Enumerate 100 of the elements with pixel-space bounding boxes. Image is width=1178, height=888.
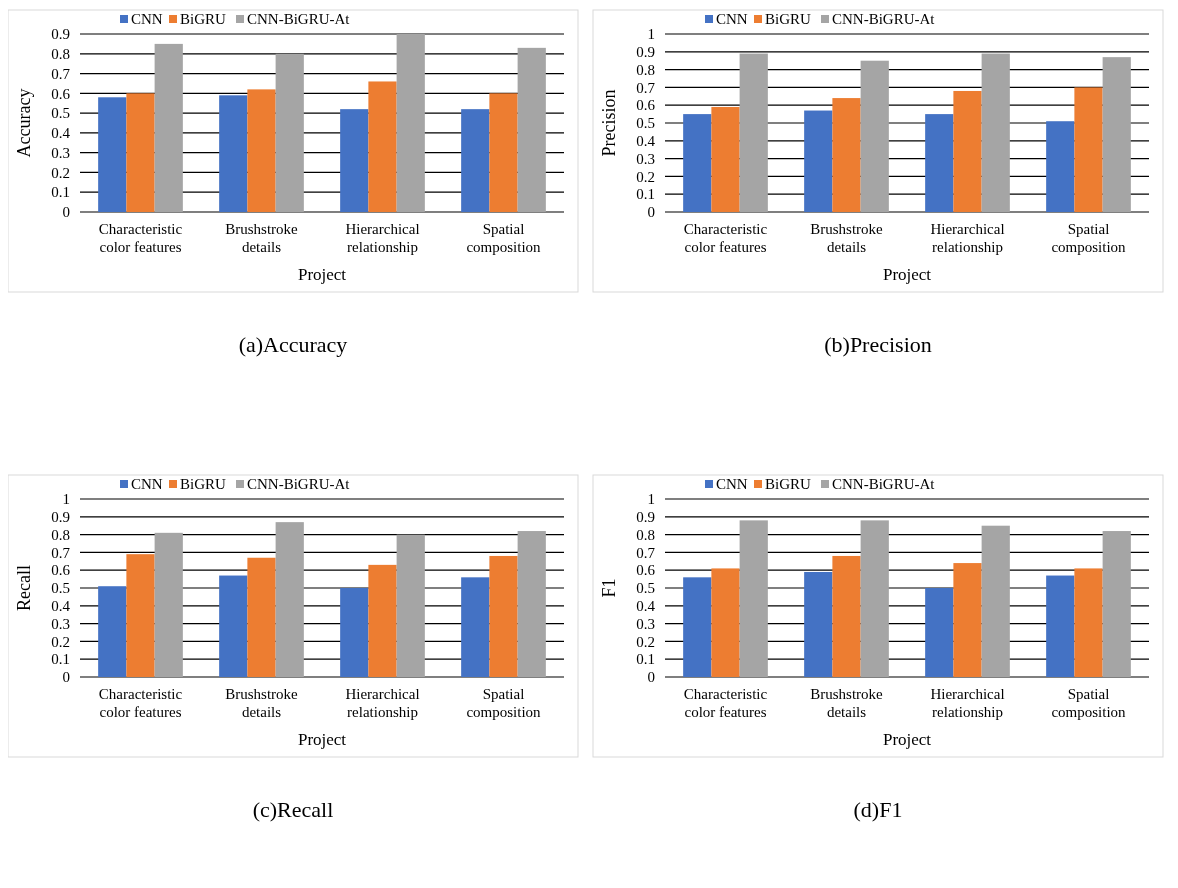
x-axis-title: Project [297,730,347,749]
x-tick-label: Hierarchical relationship [345,221,420,255]
x-axis-title: Project [297,265,347,284]
y-tick-label: 0.1 [51,184,70,201]
y-tick-label: 0.2 [51,164,70,181]
y-tick-label: 0.4 [636,133,656,150]
bar [1102,57,1131,212]
y-tick-label: 0 [647,669,655,686]
bar [739,53,768,212]
bar [711,568,740,677]
bar [98,97,127,212]
legend-label: CNN [131,476,163,492]
y-tick-label: 0.3 [636,615,655,632]
y-tick-label: 0 [62,669,70,686]
legend-label: CNN [716,476,748,492]
y-tick-label: 0.3 [51,615,70,632]
y-tick-label: 0.8 [51,526,70,543]
y-tick-label: 0.9 [636,44,655,61]
legend-label: BiGRU [180,476,227,492]
y-tick-label: 0.5 [636,580,655,597]
y-tick-label: 0.9 [636,509,655,526]
x-tick-label: Spatial composition [1051,686,1127,720]
y-tick-label: 0.9 [51,509,70,526]
legend-label: BiGRU [765,11,812,27]
x-tick-label: Brushstroke details [225,686,299,720]
bar [247,89,276,212]
y-tick-label: 0.8 [636,526,655,543]
x-tick-label: Characteristic color features [98,221,183,255]
bar [1074,568,1103,677]
text: (c)Recall [252,797,334,822]
y-tick-label: 0.5 [636,115,655,132]
y-tick-label: 0.1 [636,651,655,668]
bar [981,525,1010,677]
legend-label: CNN-BiGRU-At [832,11,936,27]
bar [832,98,861,212]
bar [683,114,712,212]
bar [489,93,518,212]
x-axis-title: Project [882,265,932,284]
bar [461,109,490,212]
bar [925,588,954,677]
bar [461,577,490,677]
bar [953,90,982,212]
text: (a)Accuracy [238,332,348,357]
legend-label: BiGRU [765,476,812,492]
y-tick-label: 0 [647,204,655,221]
bar [981,53,1010,212]
bar [1074,87,1103,212]
bar [396,34,425,212]
bar [126,93,155,212]
bar [1102,531,1131,677]
legend-label: CNN-BiGRU-At [247,11,351,27]
x-axis-title: Project [882,730,932,749]
bar [739,520,768,677]
x-tick-label: Hierarchical relationship [930,221,1005,255]
y-tick-label: 0.7 [636,544,656,561]
y-tick-label: 0.4 [636,598,656,615]
bar [154,532,183,677]
bar [275,522,304,677]
y-tick-label: 0.7 [51,65,71,82]
y-axis-title: Accuracy [14,88,34,158]
x-tick-label: Characteristic color features [98,686,183,720]
bar [247,557,276,677]
bar [804,110,833,212]
bar [953,563,982,677]
y-tick-label: 0.2 [636,633,655,650]
legend-label: CNN-BiGRU-At [247,476,351,492]
y-tick-label: 0.7 [51,544,71,561]
x-tick-label: Brushstroke details [225,221,299,255]
bar [219,575,248,677]
bar [368,81,397,212]
text: (d)F1 [853,797,903,822]
x-tick-label: Brushstroke details [810,221,884,255]
y-tick-label: 0.6 [636,562,656,579]
x-tick-label: Hierarchical relationship [930,686,1005,720]
y-tick-label: 0.6 [51,85,71,102]
bar [340,588,369,677]
x-tick-label: Spatial composition [466,686,542,720]
x-tick-label: Brushstroke details [810,686,884,720]
bar [832,555,861,677]
y-tick-label: 0.8 [51,46,70,63]
bar [925,114,954,212]
bar [368,564,397,677]
y-tick-label: 0.2 [51,633,70,650]
bar [275,53,304,212]
y-tick-label: 0.4 [51,125,71,142]
bar [154,43,183,212]
y-tick-label: 0.5 [51,105,70,122]
bar [489,555,518,677]
y-tick-label: 0.5 [51,580,70,597]
x-tick-label: Characteristic color features [683,221,768,255]
y-tick-label: 1 [647,26,655,43]
legend-label: CNN [131,11,163,27]
bar [860,60,889,212]
legend-label: CNN [716,11,748,27]
bar [219,95,248,212]
text: (b)Precision [824,332,932,357]
bar [98,586,127,677]
y-tick-label: 0.9 [51,26,70,43]
y-tick-label: 0.1 [636,186,655,203]
x-tick-label: Hierarchical relationship [345,686,420,720]
